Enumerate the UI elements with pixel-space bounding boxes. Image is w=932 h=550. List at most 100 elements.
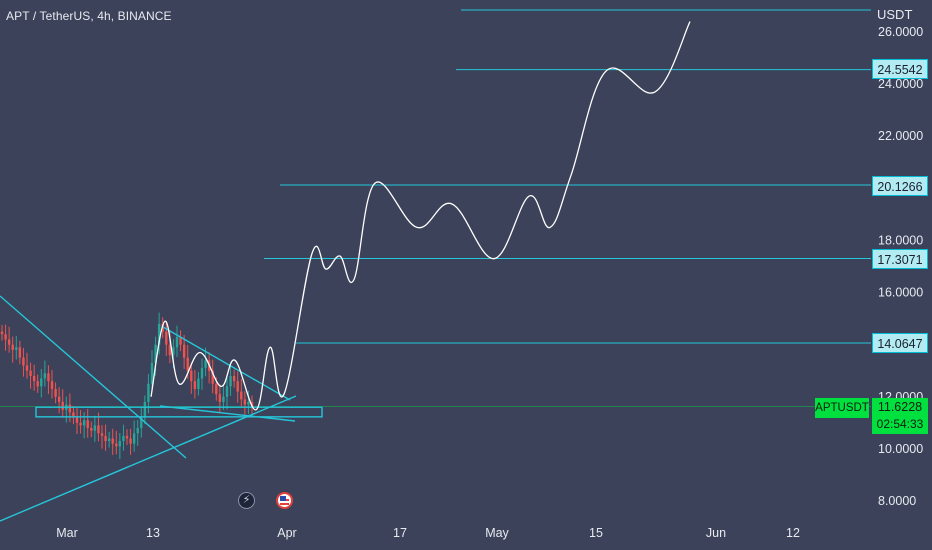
trend-line-descending-resistance[interactable] xyxy=(0,295,187,459)
candle-body xyxy=(72,412,75,418)
candle-body xyxy=(129,438,132,444)
price-axis-unit: USDT xyxy=(877,7,913,22)
candle-body xyxy=(165,331,168,345)
symbol-title: APT / TetherUS, 4h, BINANCE xyxy=(6,9,172,23)
level-badge-14: 14.0647 xyxy=(872,333,928,353)
candle-body xyxy=(122,435,125,442)
bar-countdown: 02:54:33 xyxy=(876,417,924,431)
candle-body xyxy=(147,383,150,402)
candle-body xyxy=(68,404,72,413)
candle-body xyxy=(111,438,114,444)
candle-body xyxy=(204,360,207,369)
candle-body xyxy=(18,347,22,358)
candle-body xyxy=(197,378,200,389)
candle-body xyxy=(136,428,139,434)
candle-body xyxy=(168,344,172,356)
candle-body xyxy=(243,399,247,405)
candle-body xyxy=(232,375,236,382)
candle-body xyxy=(25,365,29,371)
candle-body xyxy=(93,425,97,431)
candle-body xyxy=(215,383,218,395)
candle-body xyxy=(125,435,129,439)
candle-body xyxy=(140,417,143,429)
candle-body xyxy=(86,420,89,429)
candle-body xyxy=(54,388,57,397)
candle-body xyxy=(115,443,118,447)
time-tick-label: Jun xyxy=(706,526,726,540)
candle-body xyxy=(229,375,232,387)
candle-body xyxy=(211,370,214,384)
time-tick-label: Apr xyxy=(277,526,296,540)
candle-body xyxy=(22,357,25,366)
candle-body xyxy=(118,441,122,447)
price-tick-label: 22.0000 xyxy=(878,129,923,143)
candle-body xyxy=(240,391,243,400)
candle-body xyxy=(7,339,11,345)
candle-body xyxy=(193,381,197,389)
candle-body xyxy=(104,435,107,442)
candle-body xyxy=(43,373,47,379)
candle-body xyxy=(157,323,161,345)
price-tick-label: 10.0000 xyxy=(878,442,923,456)
candle-body xyxy=(50,381,54,389)
candle-body xyxy=(15,347,18,350)
price-tick-label: 18.0000 xyxy=(878,233,923,247)
symbol-price-badge: APTUSDT xyxy=(815,398,869,418)
time-tick-label: 12 xyxy=(786,526,800,540)
lightning-icon[interactable]: ⚡ xyxy=(238,492,255,509)
candle-body xyxy=(0,331,4,335)
trend-line-wedge-upper[interactable] xyxy=(162,326,291,401)
time-tick-label: 17 xyxy=(393,526,407,540)
candle-body xyxy=(107,438,111,442)
us-flag-icon[interactable] xyxy=(276,492,293,509)
price-tick-label: 8.0000 xyxy=(878,494,916,508)
support-zone[interactable] xyxy=(35,406,323,418)
candle-body xyxy=(90,428,93,431)
candle-body xyxy=(225,386,229,397)
candle-body xyxy=(100,433,104,436)
level-badge-24: 24.5542 xyxy=(872,59,928,79)
time-tick-label: Mar xyxy=(56,526,78,540)
candle-body xyxy=(82,420,86,426)
candle-body xyxy=(61,401,64,410)
candle-body xyxy=(190,370,193,382)
time-tick-label: 13 xyxy=(146,526,160,540)
candle-body xyxy=(222,396,225,402)
time-tick-label: May xyxy=(485,526,509,540)
trend-line-wedge-lower[interactable] xyxy=(159,405,296,422)
candle-body xyxy=(36,381,39,387)
candle-body xyxy=(200,368,204,379)
projection-path[interactable] xyxy=(150,21,691,411)
candle-body xyxy=(29,370,32,376)
candle-body xyxy=(186,357,189,371)
price-tick-label: 26.0000 xyxy=(878,25,923,39)
candle-body xyxy=(97,425,100,434)
level-badge-17: 17.3071 xyxy=(872,249,928,269)
candle-body xyxy=(154,344,157,363)
candle-body xyxy=(175,336,179,348)
candle-body xyxy=(218,394,222,402)
price-tick-label: 16.0000 xyxy=(878,286,923,300)
level-badge-20: 20.1266 xyxy=(872,176,928,196)
candle-body xyxy=(79,422,82,426)
candle-body xyxy=(236,381,239,392)
candle-body xyxy=(172,347,175,356)
current-price-value: 11.6228 xyxy=(877,400,923,414)
candle-body xyxy=(47,373,50,382)
price-tick-label: 24.0000 xyxy=(878,77,923,91)
candle-body xyxy=(143,401,147,418)
candle-body xyxy=(57,396,61,402)
candle-body xyxy=(4,334,7,340)
candle-body xyxy=(40,378,43,387)
candle-body xyxy=(75,417,79,423)
candle-body xyxy=(150,362,154,384)
candle-body xyxy=(32,375,36,382)
current-price-badge: 11.6228 02:54:33 xyxy=(872,398,928,434)
candle-body xyxy=(182,344,186,358)
candle-body xyxy=(247,401,250,405)
candle-body xyxy=(132,433,136,444)
candle-body xyxy=(11,344,14,350)
time-tick-label: 15 xyxy=(589,526,603,540)
